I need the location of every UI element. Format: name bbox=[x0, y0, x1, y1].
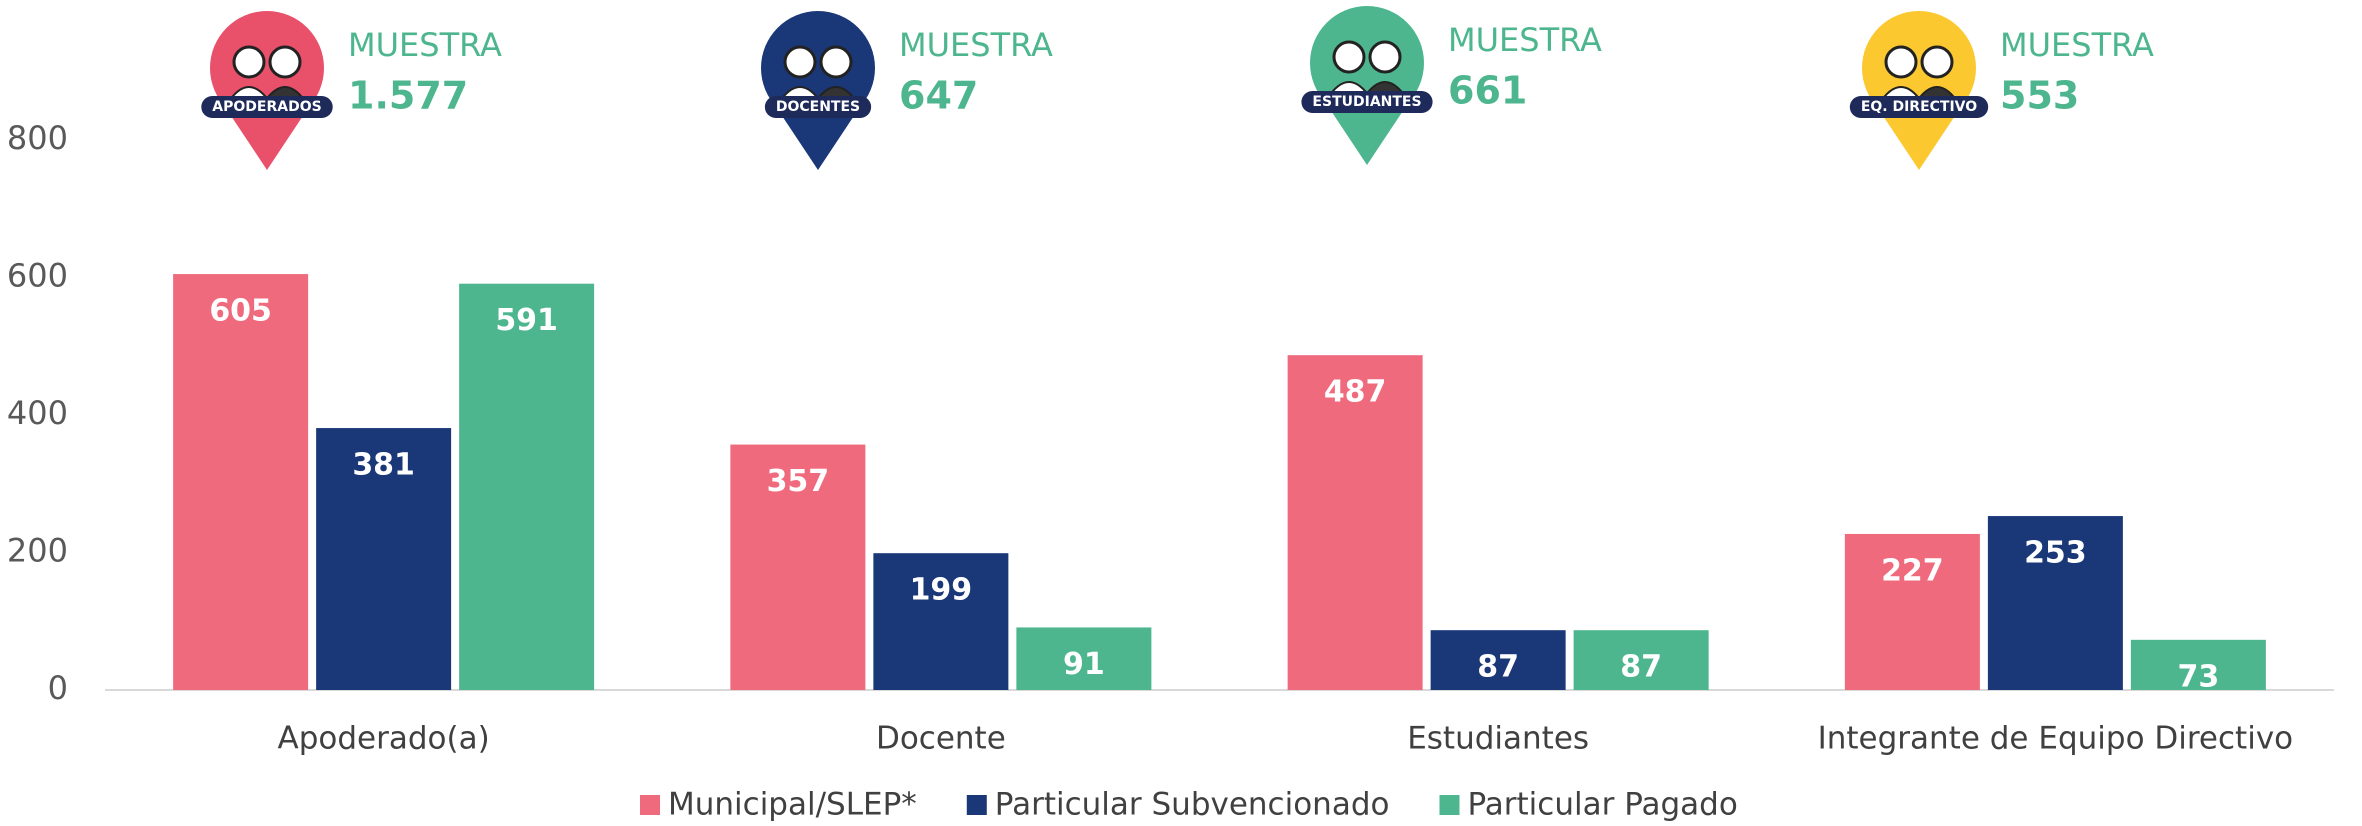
badge-label: EQ. DIRECTIVO bbox=[1861, 99, 1977, 115]
person-head bbox=[1884, 45, 1918, 79]
badge-label: APODERADOS bbox=[212, 99, 321, 115]
data-label: 591 bbox=[495, 303, 558, 338]
y-tick-label: 400 bbox=[7, 394, 68, 432]
data-label: 381 bbox=[352, 448, 415, 483]
bar bbox=[2130, 639, 2266, 690]
pin bbox=[1324, 100, 1410, 165]
sample-value: 553 bbox=[2000, 74, 2079, 118]
y-tick-label: 0 bbox=[48, 669, 68, 707]
person-head bbox=[232, 45, 266, 79]
sample-label: MUESTRA bbox=[899, 26, 1053, 64]
y-tick-label: 800 bbox=[7, 119, 68, 157]
sample-label: MUESTRA bbox=[348, 26, 502, 64]
data-label: 605 bbox=[209, 294, 272, 329]
badge-pill bbox=[1301, 91, 1433, 113]
pin bbox=[775, 105, 861, 170]
legend-label: Particular Subvencionado bbox=[995, 787, 1390, 823]
bar bbox=[1016, 627, 1152, 690]
legend-label: Municipal/SLEP* bbox=[668, 787, 917, 823]
badge-label: DOCENTES bbox=[776, 99, 860, 115]
sample-label: MUESTRA bbox=[2000, 26, 2154, 64]
x-tick-label: Docente bbox=[876, 721, 1006, 757]
badge-pill bbox=[1849, 96, 1989, 118]
data-label: 357 bbox=[767, 464, 830, 499]
x-tick-label: Estudiantes bbox=[1407, 721, 1589, 757]
badge-pill bbox=[764, 96, 872, 118]
bar bbox=[316, 428, 452, 690]
data-label: 87 bbox=[1477, 650, 1519, 685]
person-head bbox=[819, 45, 853, 79]
pin bbox=[1876, 105, 1962, 170]
legend-swatch bbox=[966, 795, 987, 815]
x-tick-label: Apoderado(a) bbox=[278, 721, 490, 757]
legend-swatch bbox=[640, 795, 660, 815]
data-label: 253 bbox=[2024, 536, 2087, 571]
person-head bbox=[1920, 45, 1954, 79]
data-label: 227 bbox=[1881, 553, 1944, 588]
badge-pill bbox=[201, 96, 333, 118]
sample-value: 647 bbox=[899, 74, 978, 118]
pin bbox=[224, 105, 310, 170]
sample-value: 661 bbox=[1448, 69, 1527, 113]
bar bbox=[173, 274, 309, 690]
person-head bbox=[268, 45, 302, 79]
bar bbox=[1987, 516, 2123, 690]
y-tick-label: 200 bbox=[7, 532, 68, 570]
data-label: 487 bbox=[1324, 375, 1387, 410]
y-tick-label: 600 bbox=[7, 257, 68, 295]
badge-label: ESTUDIANTES bbox=[1312, 94, 1421, 110]
data-label: 87 bbox=[1620, 650, 1662, 685]
bar bbox=[1430, 630, 1566, 690]
bar bbox=[1287, 355, 1423, 690]
bar bbox=[1844, 533, 1980, 690]
legend-label: Particular Pagado bbox=[1467, 787, 1737, 823]
legend-swatch bbox=[1439, 795, 1460, 815]
person-head bbox=[783, 45, 817, 79]
bar bbox=[1573, 630, 1709, 690]
x-tick-label: Integrante de Equipo Directivo bbox=[1818, 721, 2294, 757]
bar bbox=[730, 444, 866, 690]
person-head bbox=[1332, 40, 1366, 74]
sample-label: MUESTRA bbox=[1448, 21, 1602, 59]
data-label: 91 bbox=[1063, 647, 1105, 682]
sample-value: 1.577 bbox=[348, 74, 468, 118]
data-label: 73 bbox=[2178, 659, 2220, 694]
data-label: 199 bbox=[910, 573, 973, 608]
bar bbox=[459, 283, 595, 690]
bar bbox=[873, 553, 1009, 690]
person-head bbox=[1368, 40, 1402, 74]
